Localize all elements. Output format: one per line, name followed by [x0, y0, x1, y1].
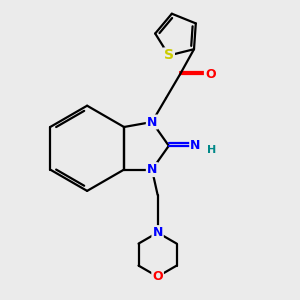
- Text: H: H: [207, 145, 216, 155]
- Text: O: O: [205, 68, 215, 81]
- Text: N: N: [147, 116, 157, 128]
- Text: N: N: [190, 139, 201, 152]
- Text: N: N: [152, 226, 163, 239]
- Text: N: N: [147, 163, 157, 176]
- Text: S: S: [164, 49, 174, 62]
- Text: O: O: [152, 270, 163, 283]
